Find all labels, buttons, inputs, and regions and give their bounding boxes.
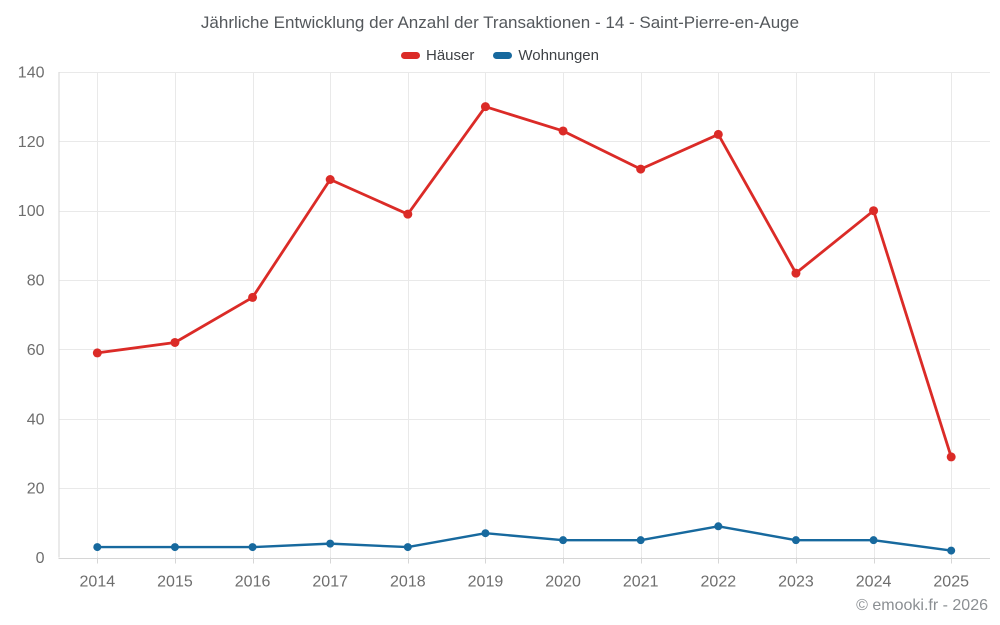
x-tick-label-2020: 2020 (545, 574, 581, 591)
point-wohnungen-2018[interactable] (403, 543, 412, 552)
y-tick-label-40: 40 (27, 411, 45, 428)
point-hauser-2016[interactable] (248, 292, 258, 302)
y-tick-label-100: 100 (18, 203, 45, 220)
y-tick-label-140: 140 (18, 65, 45, 82)
series-line-wohnungen (96, 525, 953, 552)
point-wohnungen-2024[interactable] (869, 536, 878, 545)
series-line-hauser (95, 105, 953, 459)
point-hauser-2023[interactable] (791, 268, 801, 278)
point-hauser-2021[interactable] (636, 164, 646, 174)
x-tick-label-2015: 2015 (157, 574, 193, 591)
x-tick-label-2019: 2019 (468, 574, 504, 591)
y-tick-label-0: 0 (36, 550, 45, 567)
x-tick-label-2018: 2018 (390, 574, 426, 591)
point-hauser-2017[interactable] (325, 175, 335, 185)
x-tick-label-2023: 2023 (778, 574, 814, 591)
x-tick-label-2021: 2021 (623, 574, 659, 591)
point-wohnungen-2020[interactable] (559, 536, 568, 545)
legend-item-wohnungen[interactable]: Wohnungen (493, 47, 599, 64)
legend-item-hauser[interactable]: Häuser (401, 47, 474, 64)
y-tick-label-120: 120 (18, 134, 45, 151)
x-tick-label-2017: 2017 (312, 574, 348, 591)
point-hauser-2024[interactable] (869, 206, 879, 216)
legend-swatch-hauser (401, 52, 420, 59)
legend-swatch-wohnungen (493, 52, 513, 59)
point-wohnungen-2019[interactable] (481, 529, 490, 538)
x-tick-label-2022: 2022 (701, 574, 737, 591)
point-hauser-2025[interactable] (946, 452, 956, 462)
point-wohnungen-2025[interactable] (947, 546, 956, 555)
chart-legend: Häuser Wohnungen (0, 47, 1000, 64)
copyright-label: © emooki.fr - 2026 (856, 597, 988, 614)
legend-label-hauser: Häuser (426, 47, 475, 64)
point-wohnungen-2014[interactable] (93, 543, 102, 552)
point-wohnungen-2021[interactable] (636, 536, 645, 545)
point-wohnungen-2022[interactable] (714, 522, 723, 531)
point-hauser-2018[interactable] (403, 209, 413, 219)
x-tick-label-2025: 2025 (933, 574, 969, 591)
x-tick-label-2024: 2024 (856, 574, 892, 591)
point-hauser-2020[interactable] (558, 126, 568, 136)
point-hauser-2015[interactable] (170, 337, 180, 347)
point-wohnungen-2016[interactable] (248, 543, 257, 552)
point-wohnungen-2023[interactable] (791, 536, 800, 545)
x-tick-label-2016: 2016 (235, 574, 271, 591)
chart-title: Jährliche Entwicklung der Anzahl der Tra… (200, 13, 800, 32)
y-tick-label-60: 60 (27, 342, 45, 359)
point-hauser-2022[interactable] (713, 129, 723, 139)
point-hauser-2014[interactable] (92, 348, 102, 358)
point-wohnungen-2015[interactable] (170, 543, 179, 552)
point-hauser-2019[interactable] (480, 102, 490, 112)
point-wohnungen-2017[interactable] (326, 539, 335, 548)
x-tick-label-2014: 2014 (80, 574, 116, 591)
y-tick-label-20: 20 (27, 481, 45, 498)
y-tick-label-80: 80 (27, 273, 45, 290)
legend-label-wohnungen: Wohnungen (518, 47, 599, 64)
